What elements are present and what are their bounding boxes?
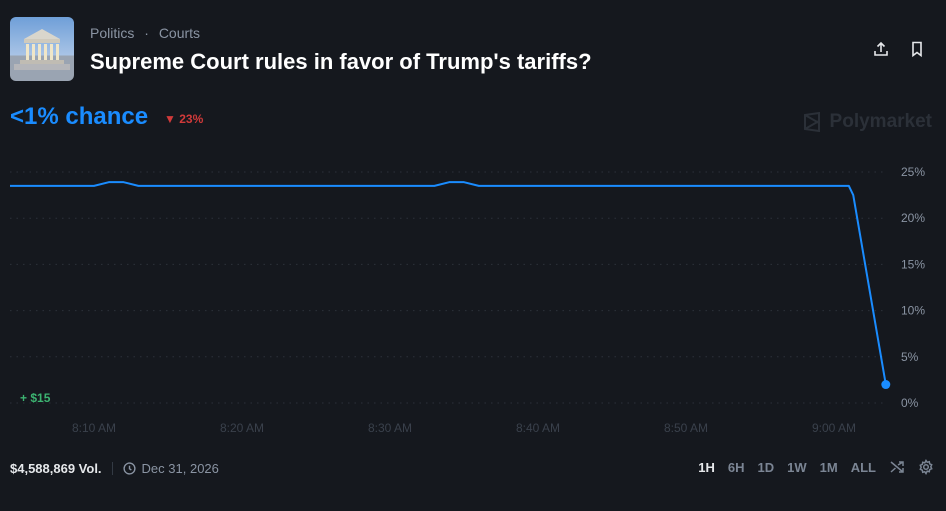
y-tick-label: 15% xyxy=(901,257,925,271)
breadcrumb-courts[interactable]: Courts xyxy=(158,25,201,41)
y-tick-label: 25% xyxy=(901,165,925,179)
y-tick-label: 20% xyxy=(901,211,925,225)
breadcrumb-politics[interactable]: Politics xyxy=(90,25,135,41)
x-tick-label: 8:10 AM xyxy=(72,421,116,435)
x-tick-label: 8:30 AM xyxy=(368,421,412,435)
breadcrumb: Politics · Courts xyxy=(90,25,200,41)
y-tick-label: 5% xyxy=(901,350,919,364)
range-6h[interactable]: 6H xyxy=(727,459,745,475)
polymarket-logo-icon xyxy=(803,112,820,132)
bookmark-icon[interactable] xyxy=(908,40,926,58)
x-tick-label: 8:40 AM xyxy=(516,421,560,435)
change-badge: ▼ 23% xyxy=(164,112,203,126)
change-value: 23% xyxy=(179,112,204,126)
end-date: Dec 31, 2026 xyxy=(141,461,219,476)
settings-gear-icon[interactable] xyxy=(918,459,934,475)
range-1h[interactable]: 1H xyxy=(698,459,715,475)
time-range-selector: 1H 6H 1D 1W 1M ALL xyxy=(698,459,934,475)
page-title: Supreme Court rules in favor of Trump's … xyxy=(90,49,592,74)
clock-icon xyxy=(122,462,136,475)
shuffle-icon[interactable] xyxy=(889,459,905,475)
range-1m[interactable]: 1M xyxy=(819,459,838,475)
market-image xyxy=(10,17,74,81)
last-point-marker xyxy=(881,380,891,390)
y-tick-label: 0% xyxy=(901,396,919,410)
range-1d[interactable]: 1D xyxy=(757,459,775,475)
range-all[interactable]: ALL xyxy=(850,459,876,475)
range-1w[interactable]: 1W xyxy=(787,459,807,475)
chance-value: <1% chance xyxy=(10,103,149,130)
volume: $4,588,869 Vol. xyxy=(10,461,102,476)
gain-annotation: + $15 xyxy=(20,391,51,405)
x-tick-label: 8:50 AM xyxy=(664,421,708,435)
price-chart[interactable]: 25% 20% 15% 10% 5% 0% 8:10 AM 8:20 AM 8:30 AM 8:4… xyxy=(0,150,946,440)
down-triangle-icon: ▼ xyxy=(164,112,176,126)
breadcrumb-separator: · xyxy=(144,25,149,41)
x-tick-label: 9:00 AM xyxy=(812,421,856,435)
x-tick-label: 8:20 AM xyxy=(220,421,264,435)
logo-text: Polymarket xyxy=(829,111,932,132)
share-icon[interactable] xyxy=(872,40,890,58)
polymarket-logo: Polymarket xyxy=(802,111,932,133)
series-line xyxy=(10,181,887,385)
y-tick-label: 10% xyxy=(901,304,925,318)
divider xyxy=(111,462,113,475)
